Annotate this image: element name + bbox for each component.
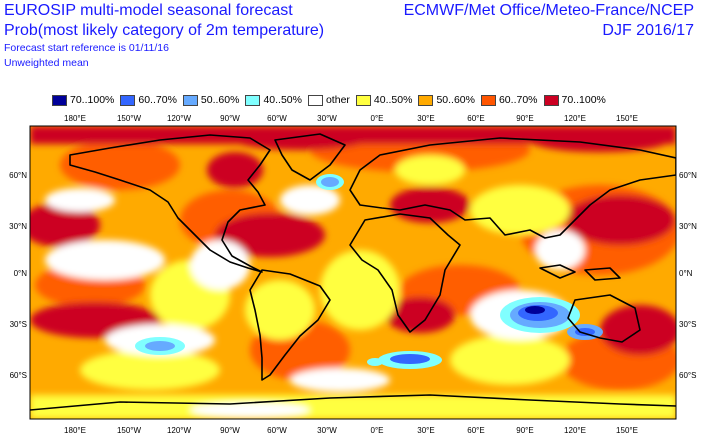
lon-label-top: 30°E bbox=[417, 114, 434, 123]
lon-label-bottom: 30°E bbox=[417, 426, 434, 435]
left-latitude-labels: 60°N 30°N 0°N 30°S 60°S bbox=[9, 171, 27, 380]
map-frame bbox=[29, 125, 677, 420]
bottom-longitude-labels: 180°E 150°W 120°W 90°W 60°W 30°W 0°E 30°… bbox=[64, 426, 638, 435]
legend-item: 60..70% bbox=[480, 94, 538, 106]
legend-item: 70..100% bbox=[543, 94, 606, 106]
legend-swatch bbox=[52, 94, 67, 106]
forecast-centres: ECMWF/Met Office/Meteo-France/NCEP bbox=[403, 2, 694, 19]
lon-label-bottom: 60°E bbox=[467, 426, 484, 435]
right-latitude-labels: 60°N 30°N 0°N 30°S 60°S bbox=[679, 171, 697, 380]
legend-item: 60..70% bbox=[120, 94, 177, 106]
legend-label: 70..100% bbox=[70, 94, 115, 106]
lon-label-top: 180°E bbox=[64, 114, 86, 123]
legend-label: 40..50% bbox=[263, 94, 302, 106]
legend-swatch bbox=[307, 94, 323, 106]
legend-item: 40..50% bbox=[355, 94, 413, 106]
lon-label-bottom: 90°E bbox=[516, 426, 533, 435]
lat-label-left: 0°N bbox=[14, 269, 28, 278]
legend-label: 60..70% bbox=[138, 94, 177, 106]
legend-label: other bbox=[325, 94, 350, 106]
legend-label: 70..100% bbox=[561, 94, 606, 106]
legend-label: 40..50% bbox=[373, 94, 413, 106]
legend-item: 70..100% bbox=[52, 94, 114, 106]
legend-item: 50..60% bbox=[182, 94, 240, 106]
legend-label: 60..70% bbox=[498, 94, 538, 106]
lon-label-bottom: 90°W bbox=[220, 426, 240, 435]
probability-field bbox=[30, 126, 676, 419]
legend-label: 50..60% bbox=[436, 94, 475, 106]
title-line-2: Prob(most likely category of 2m temperat… bbox=[4, 22, 325, 39]
legend-swatch bbox=[120, 94, 136, 106]
coastlines bbox=[30, 133, 676, 411]
legend-label: 50..60% bbox=[200, 94, 240, 106]
lon-label-top: 0°E bbox=[371, 114, 384, 123]
legend-item: 50..60% bbox=[418, 94, 475, 106]
lat-label-left: 60°N bbox=[9, 171, 27, 180]
lat-label-right: 60°N bbox=[679, 171, 697, 180]
lon-label-bottom: 30°W bbox=[317, 426, 337, 435]
legend-swatch bbox=[480, 94, 496, 106]
lon-label-top: 90°E bbox=[516, 114, 533, 123]
cool-anomalies bbox=[135, 174, 603, 369]
lon-label-top: 120°W bbox=[167, 114, 192, 123]
top-longitude-labels: 180°E 150°W 120°W 90°W 60°W 30°W 0°E 30°… bbox=[64, 114, 638, 123]
lat-label-left: 30°N bbox=[9, 222, 27, 231]
lon-label-bottom: 120°W bbox=[167, 426, 192, 435]
lat-label-right: 30°S bbox=[679, 320, 696, 329]
mean-type: Unweighted mean bbox=[4, 57, 89, 69]
lat-label-right: 0°N bbox=[679, 269, 693, 278]
lon-label-bottom: 180°E bbox=[64, 426, 86, 435]
legend-swatch bbox=[543, 94, 559, 106]
lon-label-top: 120°E bbox=[564, 114, 586, 123]
lon-label-top: 60°W bbox=[267, 114, 287, 123]
lon-label-bottom: 150°W bbox=[117, 426, 142, 435]
legend-item: other bbox=[307, 94, 350, 106]
lon-label-top: 60°E bbox=[467, 114, 484, 123]
lon-label-bottom: 60°W bbox=[267, 426, 287, 435]
legend-swatch bbox=[355, 94, 371, 106]
legend: 70..100% 60..70% 50..60% 40..50% other 4… bbox=[52, 93, 612, 107]
legend-item: 40..50% bbox=[245, 94, 302, 106]
lat-label-right: 30°N bbox=[679, 222, 697, 231]
lat-label-left: 30°S bbox=[10, 320, 27, 329]
probability-map: 180°E 150°W 120°W 90°W 60°W 30°W 0°E 30°… bbox=[9, 114, 697, 435]
lon-label-bottom: 150°E bbox=[616, 426, 638, 435]
forecast-start-reference: Forecast start reference is 01/11/16 bbox=[4, 42, 169, 54]
lon-label-top: 90°W bbox=[220, 114, 240, 123]
lon-label-top: 30°W bbox=[317, 114, 337, 123]
lat-label-right: 60°S bbox=[679, 371, 696, 380]
legend-swatch bbox=[418, 94, 434, 106]
forecast-season: DJF 2016/17 bbox=[602, 22, 694, 39]
title-line-1: EUROSIP multi-model seasonal forecast bbox=[4, 2, 293, 19]
legend-swatch bbox=[182, 94, 198, 106]
lon-label-bottom: 0°E bbox=[371, 426, 384, 435]
lon-label-top: 150°E bbox=[616, 114, 638, 123]
lon-label-bottom: 120°E bbox=[564, 426, 586, 435]
lat-label-left: 60°S bbox=[10, 371, 27, 380]
lon-label-top: 150°W bbox=[117, 114, 142, 123]
legend-swatch bbox=[245, 94, 261, 106]
